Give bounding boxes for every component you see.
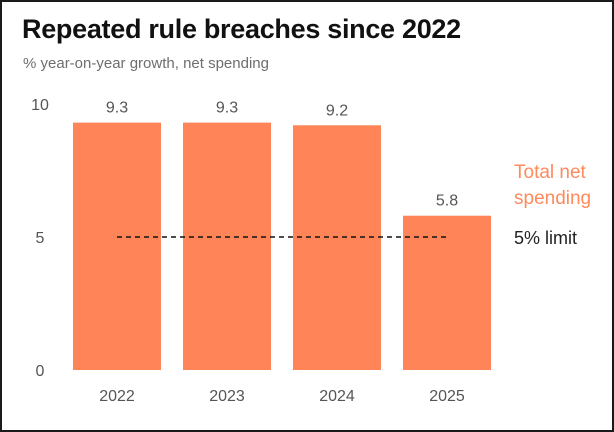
limit-label: 5% limit (514, 228, 577, 248)
x-tick-label-2022: 2022 (99, 388, 135, 405)
series-label: Total net spending (514, 162, 591, 209)
x-tick-label-2024: 2024 (319, 388, 355, 405)
x-tick-label-2023: 2023 (209, 388, 245, 405)
chart-subtitle: % year-on-year growth, net spending (23, 55, 269, 72)
data-label-2023: 9.3 (216, 100, 238, 117)
data-labels: 9.3 9.3 9.2 5.8 (106, 100, 458, 210)
chart-title: Repeated rule breaches since 2022 (22, 14, 461, 44)
y-tick-label: 5 (36, 230, 45, 247)
bar-2022 (73, 122, 161, 371)
y-tick-label: 0 (36, 363, 45, 380)
bar-2024 (293, 125, 381, 370)
data-label-2025: 5.8 (436, 193, 458, 210)
bars (73, 122, 491, 371)
data-label-2022: 9.3 (106, 100, 128, 117)
x-tick-label-2025: 2025 (429, 388, 465, 405)
bar-2023 (183, 122, 271, 371)
y-tick-label: 10 (31, 97, 49, 114)
data-label-2024: 9.2 (326, 102, 348, 119)
bar-2025 (403, 215, 491, 370)
y-axis-ticks: 0 5 10 (31, 97, 49, 380)
x-axis-ticks: 2022 2023 2024 2025 (99, 388, 465, 405)
